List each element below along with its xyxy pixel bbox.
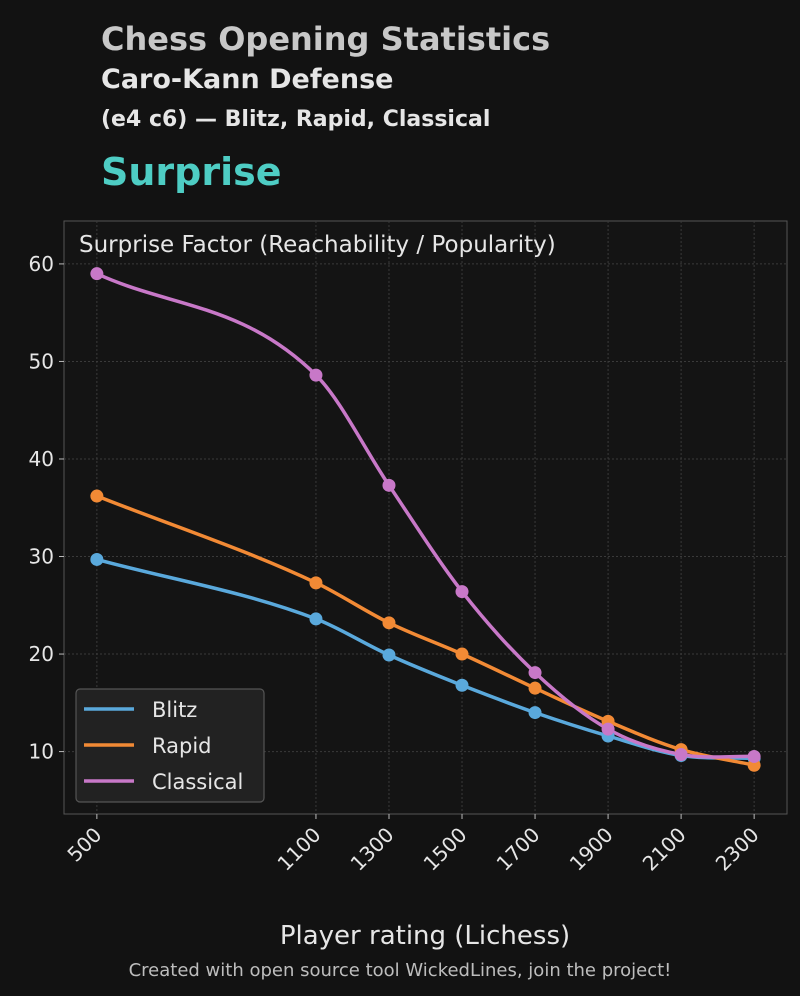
x-tick-label: 1100 (273, 823, 326, 876)
data-point-classical (455, 585, 469, 599)
opening-moves: (e4 c6) — Blitz, Rapid, Classical (101, 107, 491, 132)
data-point-classical (747, 749, 761, 763)
legend-box (75, 688, 265, 803)
y-axis: 10 20 30 40 50 60 (29, 252, 64, 764)
page-title: Chess Opening Statistics (101, 20, 551, 58)
data-point-rapid (309, 576, 323, 590)
chart-title: Surprise Factor (Reachability / Populari… (79, 232, 556, 258)
legend-label: Rapid (152, 734, 212, 758)
data-point-classical (382, 478, 396, 492)
data-point-blitz (90, 552, 104, 566)
y-tick-label: 60 (29, 252, 54, 276)
legend-label: Blitz (152, 698, 197, 722)
data-point-rapid (455, 647, 469, 661)
x-tick-label: 2300 (711, 823, 764, 876)
y-tick-label: 40 (29, 447, 54, 471)
x-tick-label: 500 (62, 823, 106, 867)
y-tick-label: 30 (29, 545, 54, 569)
data-point-classical (309, 368, 323, 382)
y-tick-label: 10 (29, 740, 54, 764)
x-tick-label: 1300 (346, 823, 399, 876)
footer-credit: Created with open source tool WickedLine… (128, 960, 672, 981)
data-point-blitz (528, 706, 542, 720)
x-axis-label: Player rating (Lichess) (280, 921, 570, 951)
data-point-rapid (382, 616, 396, 630)
series-points (90, 267, 761, 772)
data-point-classical (90, 267, 104, 281)
x-tick-label: 2100 (638, 823, 691, 876)
y-tick-label: 20 (29, 642, 54, 666)
data-point-rapid (90, 489, 104, 503)
data-point-blitz (309, 612, 323, 626)
y-tick-label: 50 (29, 349, 54, 373)
data-point-blitz (382, 648, 396, 662)
section-title: Surprise (101, 150, 282, 194)
data-point-classical (674, 748, 688, 762)
data-point-rapid (528, 681, 542, 695)
data-point-blitz (455, 678, 469, 692)
x-axis: 500 1100 1300 1500 1700 1900 2100 2300 (62, 814, 764, 876)
x-tick-label: 1500 (419, 823, 472, 876)
data-point-classical (528, 666, 542, 680)
opening-name: Caro-Kann Defense (101, 64, 394, 95)
data-point-classical (601, 722, 615, 736)
x-tick-label: 1700 (492, 823, 545, 876)
legend: Blitz Rapid Classical (75, 688, 265, 803)
legend-label: Classical (152, 770, 243, 794)
x-tick-label: 1900 (565, 823, 618, 876)
